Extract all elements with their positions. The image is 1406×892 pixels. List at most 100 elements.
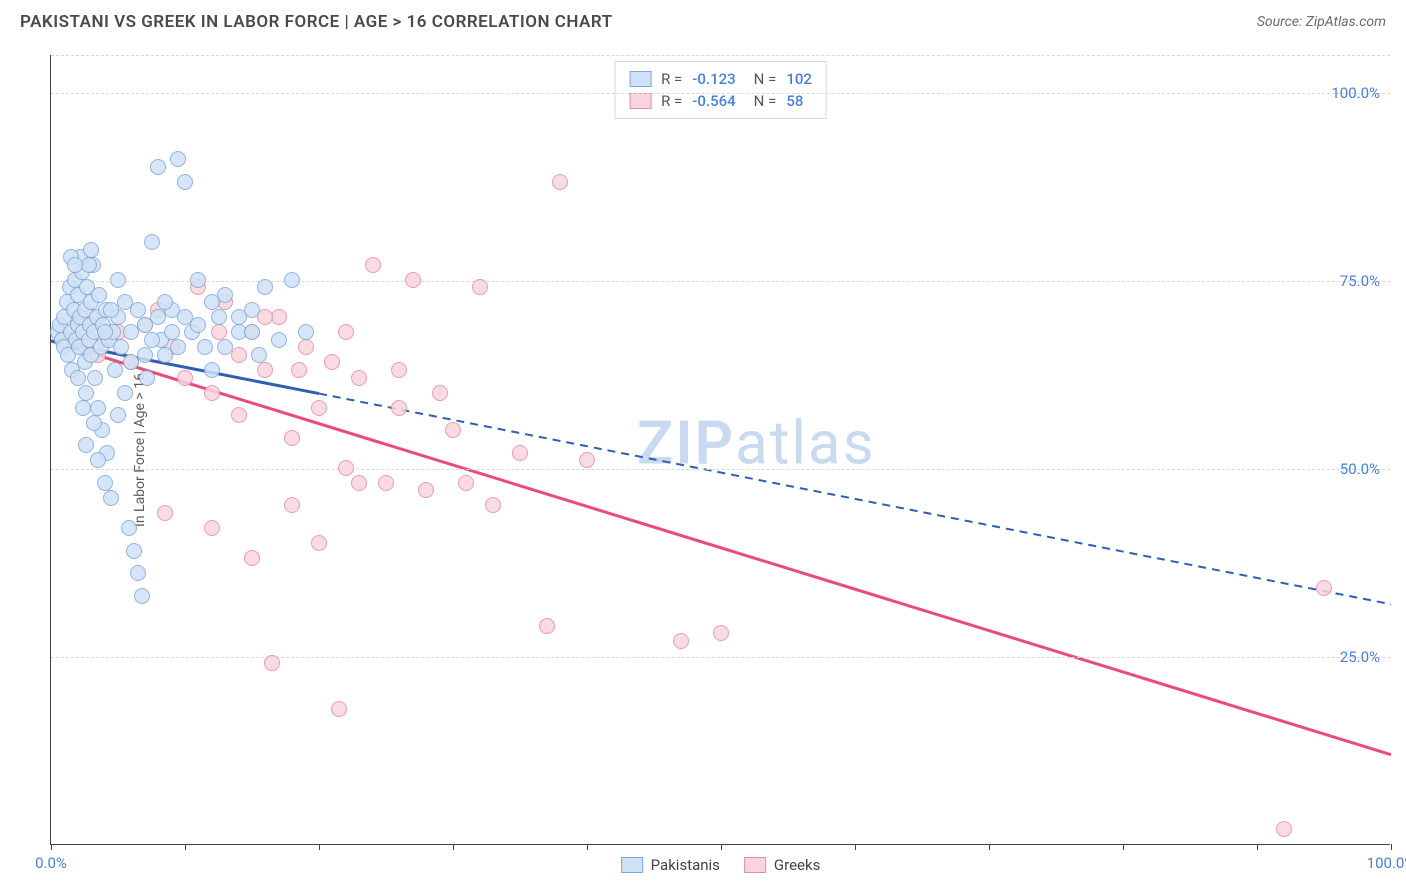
pakistanis-point — [251, 347, 267, 363]
gridline — [51, 657, 1390, 658]
x-tick-mark — [989, 844, 990, 850]
pakistanis-point — [144, 234, 160, 250]
pakistanis-point — [97, 324, 113, 340]
greeks-point — [458, 475, 474, 491]
greeks-point — [405, 272, 421, 288]
x-tick-mark — [587, 844, 588, 850]
pakistanis-point — [67, 257, 83, 273]
pakistanis-point — [107, 362, 123, 378]
greeks-point — [418, 482, 434, 498]
pakistanis-point — [164, 324, 180, 340]
correlation-legend: R = -0.123 N = 102 R = -0.564 N = 58 — [614, 61, 827, 119]
n-value-greeks: 58 — [786, 92, 803, 110]
pakistanis-point — [244, 324, 260, 340]
pakistanis-point — [103, 490, 119, 506]
legend-row-pakistanis: R = -0.123 N = 102 — [629, 68, 812, 90]
pakistanis-point — [91, 287, 107, 303]
pakistanis-point — [197, 339, 213, 355]
x-tick-mark — [1257, 844, 1258, 850]
greeks-point — [338, 460, 354, 476]
swatch-greeks — [629, 93, 651, 109]
greeks-point — [378, 475, 394, 491]
greeks-point — [204, 385, 220, 401]
greeks-point — [365, 257, 381, 273]
x-tick-mark — [51, 844, 52, 850]
pakistanis-point — [126, 543, 142, 559]
gridline — [51, 469, 1390, 470]
greeks-point — [157, 505, 173, 521]
pakistanis-point — [170, 339, 186, 355]
x-tick-label: 100.0% — [1367, 854, 1406, 872]
greeks-point — [338, 324, 354, 340]
greeks-point — [512, 445, 528, 461]
pakistanis-point — [117, 385, 133, 401]
pakistanis-point — [86, 415, 102, 431]
greeks-point — [257, 309, 273, 325]
pakistanis-point — [177, 174, 193, 190]
greeks-point — [351, 370, 367, 386]
greeks-point — [311, 400, 327, 416]
y-axis-label: In Labor Force | Age > 16 — [132, 373, 148, 527]
pakistanis-point — [150, 159, 166, 175]
swatch-pakistanis — [629, 71, 651, 87]
pakistanis-point — [190, 272, 206, 288]
greeks-point — [1276, 821, 1292, 837]
pakistanis-point — [113, 339, 129, 355]
pakistanis-point — [271, 332, 287, 348]
pakistanis-point — [217, 339, 233, 355]
n-value-pakistanis: 102 — [786, 70, 812, 88]
greeks-point — [204, 520, 220, 536]
greeks-point — [257, 362, 273, 378]
greeks-point — [1316, 580, 1332, 596]
greeks-point — [284, 430, 300, 446]
legend-item-pakistanis: Pakistanis — [621, 856, 720, 874]
greeks-point — [485, 497, 501, 513]
pakistanis-point — [190, 317, 206, 333]
greeks-point — [552, 174, 568, 190]
greeks-point — [713, 625, 729, 641]
greeks-point — [445, 422, 461, 438]
greeks-point — [284, 497, 300, 513]
legend-item-greeks: Greeks — [744, 856, 820, 874]
pakistanis-point — [110, 272, 126, 288]
watermark: ZIPatlas — [637, 407, 876, 478]
pakistanis-point — [298, 324, 314, 340]
pakistanis-point — [139, 370, 155, 386]
pakistanis-point — [130, 565, 146, 581]
greeks-point — [324, 354, 340, 370]
pakistanis-point — [97, 475, 113, 491]
x-tick-mark — [721, 844, 722, 850]
pakistanis-point — [90, 400, 106, 416]
gridline — [51, 93, 1390, 94]
greeks-point — [244, 550, 260, 566]
greeks-point — [391, 362, 407, 378]
chart-title: PAKISTANI VS GREEK IN LABOR FORCE | AGE … — [20, 12, 613, 32]
pakistanis-point — [87, 370, 103, 386]
r-value-greeks: -0.564 — [692, 92, 735, 110]
greeks-point — [264, 655, 280, 671]
pakistanis-point — [144, 332, 160, 348]
y-tick-label: 25.0% — [1340, 648, 1380, 666]
greeks-point — [231, 347, 247, 363]
x-tick-mark — [185, 844, 186, 850]
greeks-point — [291, 362, 307, 378]
gridline — [51, 281, 1390, 282]
pakistanis-point — [75, 400, 91, 416]
greeks-point — [298, 339, 314, 355]
source-label: Source: ZipAtlas.com — [1257, 14, 1386, 30]
greeks-point — [472, 279, 488, 295]
x-tick-mark — [319, 844, 320, 850]
pakistanis-point — [83, 242, 99, 258]
x-tick-mark — [1391, 844, 1392, 850]
pakistanis-point — [137, 347, 153, 363]
pakistanis-point — [231, 309, 247, 325]
pakistanis-point — [157, 294, 173, 310]
r-value-pakistanis: -0.123 — [692, 70, 735, 88]
greeks-point — [432, 385, 448, 401]
x-tick-mark — [453, 844, 454, 850]
pakistanis-point — [204, 362, 220, 378]
y-tick-label: 50.0% — [1340, 460, 1380, 478]
pakistanis-point — [134, 588, 150, 604]
pakistanis-point — [150, 309, 166, 325]
pakistanis-point — [123, 324, 139, 340]
